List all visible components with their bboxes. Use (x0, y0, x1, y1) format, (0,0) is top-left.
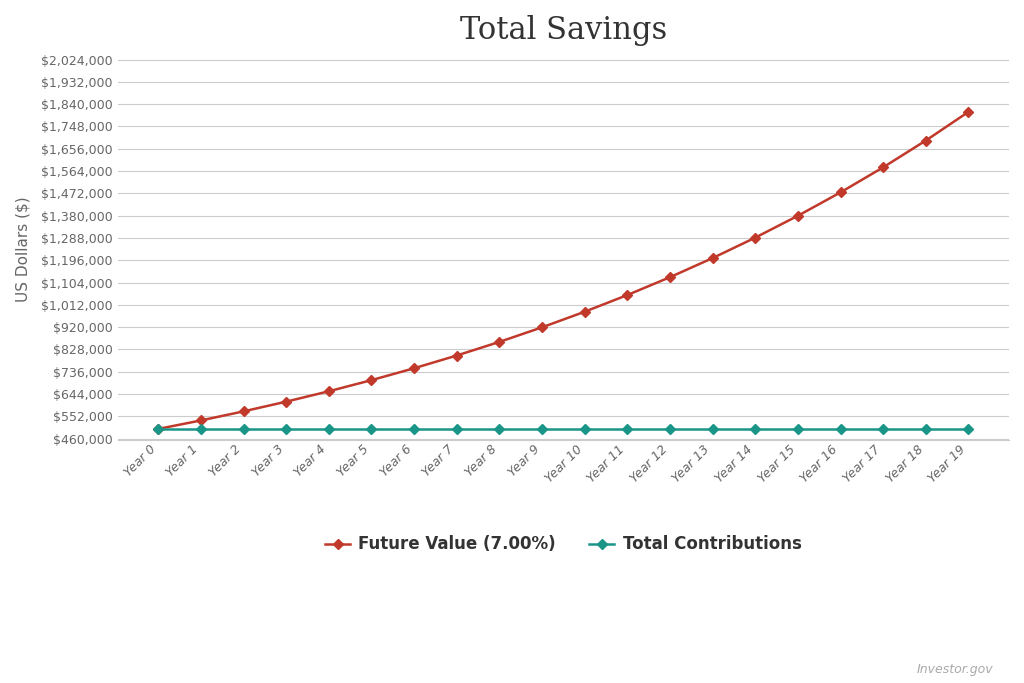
Future Value (7.00%) (323, 387, 335, 395)
Total Contributions (195, 425, 207, 433)
Future Value (7.00%) (494, 338, 506, 346)
Total Contributions (408, 425, 420, 433)
Future Value (7.00%) (451, 352, 463, 360)
Y-axis label: US Dollars ($): US Dollars ($) (15, 196, 30, 302)
Future Value (7.00%) (792, 212, 804, 220)
Total Contributions (707, 425, 719, 433)
Future Value (7.00%) (707, 254, 719, 262)
Total Contributions (579, 425, 591, 433)
Total Contributions (280, 425, 292, 433)
Future Value (7.00%) (153, 425, 165, 433)
Future Value (7.00%) (750, 234, 762, 242)
Future Value (7.00%) (963, 108, 975, 116)
Future Value (7.00%) (877, 163, 889, 171)
Line: Future Value (7.00%): Future Value (7.00%) (155, 109, 972, 432)
Total Contributions (238, 425, 250, 433)
Total Contributions (323, 425, 335, 433)
Future Value (7.00%) (366, 376, 378, 385)
Future Value (7.00%) (280, 398, 292, 406)
Total Contributions (536, 425, 548, 433)
Future Value (7.00%) (835, 189, 847, 197)
Total Contributions (494, 425, 506, 433)
Total Contributions (153, 425, 165, 433)
Total Contributions (835, 425, 847, 433)
Total Contributions (366, 425, 378, 433)
Total Contributions (664, 425, 676, 433)
Future Value (7.00%) (238, 407, 250, 415)
Future Value (7.00%) (536, 323, 548, 331)
Total Contributions (963, 425, 975, 433)
Future Value (7.00%) (195, 417, 207, 425)
Future Value (7.00%) (622, 291, 634, 299)
Total Contributions (920, 425, 932, 433)
Future Value (7.00%) (920, 137, 932, 145)
Title: Total Savings: Total Savings (460, 15, 667, 46)
Text: Investor.gov: Investor.gov (916, 663, 993, 676)
Line: Total Contributions: Total Contributions (155, 426, 972, 432)
Total Contributions (750, 425, 762, 433)
Total Contributions (622, 425, 634, 433)
Future Value (7.00%) (408, 364, 420, 372)
Total Contributions (877, 425, 889, 433)
Total Contributions (451, 425, 463, 433)
Future Value (7.00%) (579, 307, 591, 316)
Future Value (7.00%) (664, 273, 676, 281)
Total Contributions (792, 425, 804, 433)
Legend: Future Value (7.00%), Total Contributions: Future Value (7.00%), Total Contribution… (325, 535, 802, 553)
